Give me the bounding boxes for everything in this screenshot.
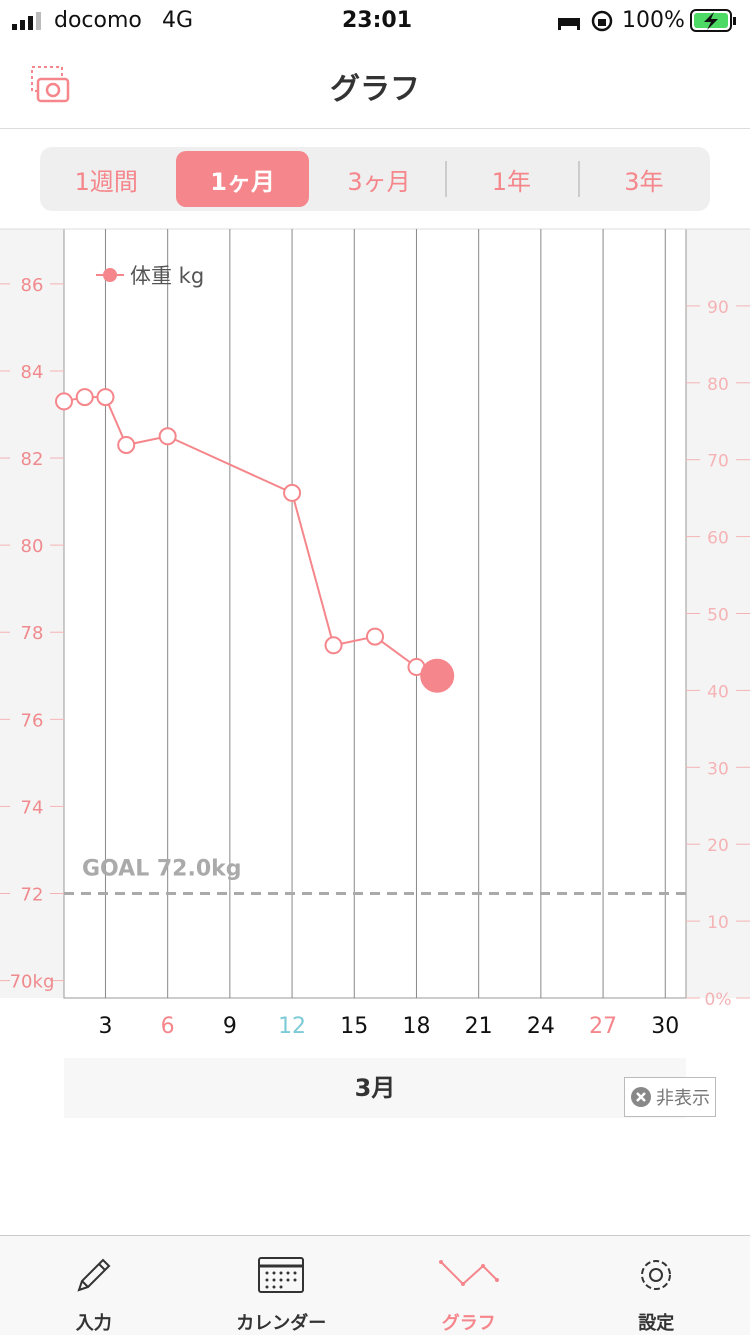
month-label: 3月 bbox=[64, 1058, 686, 1118]
y2-tick-label: 80 bbox=[707, 375, 729, 395]
tab-item[interactable]: 設定 bbox=[563, 1236, 750, 1335]
x-tick-label: 12 bbox=[278, 1014, 306, 1039]
battery-percent: 100% bbox=[622, 8, 685, 33]
carrier: docomo bbox=[54, 8, 142, 33]
tab-item[interactable]: カレンダー bbox=[188, 1236, 376, 1335]
data-point bbox=[97, 389, 113, 405]
tab-item[interactable]: グラフ bbox=[375, 1236, 563, 1335]
graph-icon bbox=[437, 1254, 501, 1295]
y2-tick-label: 30 bbox=[707, 759, 729, 779]
gear-icon bbox=[635, 1254, 677, 1295]
y-tick-label: 86 bbox=[21, 275, 44, 296]
plot-area bbox=[64, 229, 686, 998]
x-tick-label: 15 bbox=[340, 1014, 368, 1039]
y2-tick-label: 20 bbox=[707, 836, 729, 856]
y2-tick-label: 0% bbox=[705, 990, 732, 1010]
x-tick-label: 6 bbox=[161, 1014, 175, 1039]
signal-icon bbox=[12, 12, 46, 30]
y2-tick-label: 40 bbox=[707, 682, 729, 702]
calendar-icon bbox=[257, 1254, 305, 1295]
tab-label: 入力 bbox=[76, 1309, 112, 1335]
pencil-icon bbox=[73, 1254, 115, 1295]
y-tick-label: 70kg bbox=[10, 972, 55, 993]
data-point bbox=[367, 629, 383, 645]
x-tick-label: 21 bbox=[465, 1014, 493, 1039]
left-axis-band bbox=[0, 229, 64, 998]
header: グラフ bbox=[0, 40, 750, 129]
tab-label: グラフ bbox=[442, 1309, 496, 1335]
period-tab[interactable]: 1週間 bbox=[40, 147, 172, 211]
y2-tick-label: 50 bbox=[707, 606, 729, 626]
period-selector: 1週間 1ヶ月 3ヶ月 1年 3年 bbox=[40, 147, 710, 211]
x-tick-label: 30 bbox=[651, 1014, 679, 1039]
status-icons bbox=[556, 10, 616, 32]
weight-chart: 3 6 9 12 15 18 21 24 27 30 70kg 72 74 76 78 80 82 84 86 0% 1… bbox=[0, 228, 750, 1056]
y2-tick-label: 70 bbox=[707, 452, 729, 472]
period-tab[interactable]: 3年 bbox=[578, 147, 710, 211]
tab-bar: 入力 カレンダー グラフ 設定 bbox=[0, 1235, 750, 1335]
latest-point bbox=[421, 660, 453, 692]
y-tick-label: 82 bbox=[21, 449, 44, 470]
network: 4G bbox=[162, 8, 193, 33]
data-point bbox=[160, 428, 176, 444]
tab-item[interactable]: 入力 bbox=[0, 1236, 188, 1335]
hide-button[interactable]: 非表示 bbox=[624, 1077, 716, 1117]
data-point bbox=[118, 437, 134, 453]
hide-label: 非表示 bbox=[656, 1084, 710, 1110]
y2-tick-label: 10 bbox=[707, 913, 729, 933]
y-tick-label: 72 bbox=[21, 884, 44, 905]
y-tick-label: 80 bbox=[21, 536, 44, 557]
period-tab[interactable]: 1ヶ月 bbox=[176, 151, 308, 207]
y-tick-label: 74 bbox=[21, 797, 44, 818]
status-bar: docomo 4G 23:01 100% bbox=[0, 0, 750, 40]
y-tick-label: 84 bbox=[21, 362, 44, 383]
x-tick-label: 3 bbox=[98, 1014, 112, 1039]
x-tick-label: 27 bbox=[589, 1014, 617, 1039]
data-point bbox=[56, 393, 72, 409]
clock: 23:01 bbox=[342, 8, 412, 33]
close-icon bbox=[630, 1086, 652, 1108]
data-point bbox=[326, 637, 342, 653]
battery-icon bbox=[690, 8, 740, 34]
data-point bbox=[77, 389, 93, 405]
data-point bbox=[284, 485, 300, 501]
x-tick-label: 24 bbox=[527, 1014, 555, 1039]
legend-label: 体重 kg bbox=[130, 264, 204, 288]
legend-dot bbox=[103, 268, 117, 282]
x-tick-label: 18 bbox=[402, 1014, 430, 1039]
tab-label: 設定 bbox=[638, 1309, 674, 1335]
y2-tick-label: 60 bbox=[707, 529, 729, 549]
period-tab[interactable]: 1年 bbox=[445, 147, 577, 211]
tab-label: カレンダー bbox=[236, 1309, 326, 1335]
y2-tick-label: 90 bbox=[707, 298, 729, 318]
x-tick-label: 9 bbox=[223, 1014, 237, 1039]
period-tab[interactable]: 3ヶ月 bbox=[313, 147, 445, 211]
header-title: グラフ bbox=[0, 64, 750, 108]
y-tick-label: 76 bbox=[21, 710, 44, 731]
y-tick-label: 78 bbox=[21, 623, 44, 644]
goal-label: GOAL 72.0kg bbox=[82, 856, 242, 881]
